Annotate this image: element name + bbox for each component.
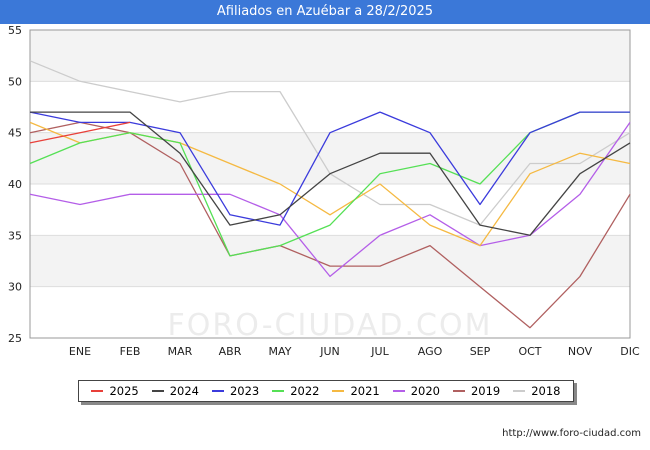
- legend-item-2018: 2018: [513, 384, 561, 398]
- x-tick-label: FEB: [120, 345, 141, 358]
- series-line-2025: [29, 121, 131, 144]
- x-tick-label: NOV: [568, 345, 593, 358]
- y-tick-label: 55: [8, 24, 22, 37]
- legend-item-2020: 2020: [392, 384, 441, 398]
- legend-swatch: [392, 390, 405, 392]
- legend-label: 2021: [350, 384, 380, 398]
- x-tick-label: AGO: [418, 345, 443, 358]
- plot-band: [30, 235, 630, 287]
- legend-swatch: [272, 390, 285, 392]
- legend-swatch: [91, 390, 104, 392]
- legend-swatch: [151, 390, 164, 392]
- legend-label: 2023: [229, 384, 260, 398]
- legend-item-2019: 2019: [452, 384, 501, 398]
- legend-swatch: [513, 390, 526, 392]
- line-chart: 25 30 35 40 45 50 55 FORO-CIUDAD.COM ENE FEB MAR AB…: [8, 24, 640, 358]
- x-tick-label: SEP: [470, 345, 491, 358]
- chart-title: Afiliados en Azuébar a 28/2/2025: [0, 0, 650, 24]
- x-tick-label: OCT: [518, 345, 541, 358]
- legend-item-2023: 2023: [211, 384, 260, 398]
- y-tick-label: 40: [8, 178, 22, 191]
- x-tick-label: MAR: [168, 345, 193, 358]
- y-tick-label: 30: [8, 281, 22, 294]
- y-tick-label: 25: [8, 332, 22, 345]
- legend-swatch: [452, 390, 465, 392]
- y-tick-label: 50: [8, 75, 22, 88]
- plot-band: [30, 30, 630, 82]
- plot-band: [30, 132, 630, 184]
- legend-label: 2022: [290, 384, 320, 398]
- x-tick-label: DIC: [620, 345, 640, 358]
- legend-item-2021: 2021: [332, 384, 380, 398]
- x-tick-label: MAY: [269, 345, 292, 358]
- source-url[interactable]: http://www.foro-ciudad.com: [502, 428, 641, 439]
- legend-item-2024: 2024: [151, 384, 200, 398]
- chart-legend: 2025 2024 2023 2022 2021 2020 2019 2018: [78, 380, 574, 402]
- series-line-2024: [30, 111, 631, 236]
- x-tick-label: JUN: [319, 345, 340, 358]
- legend-item-2025: 2025: [91, 384, 139, 398]
- legend-label: 2025: [109, 384, 139, 398]
- watermark: FORO-CIUDAD.COM: [168, 308, 493, 343]
- legend-swatch: [332, 390, 345, 392]
- x-tick-label: ENE: [69, 345, 91, 358]
- legend-label: 2024: [169, 384, 200, 398]
- legend-item-2022: 2022: [272, 384, 320, 398]
- y-tick-label: 35: [8, 229, 22, 242]
- x-tick-label: JUL: [370, 345, 389, 358]
- legend-label: 2018: [531, 384, 561, 398]
- plot-frame: [29, 29, 631, 339]
- legend-label: 2020: [410, 384, 441, 398]
- x-tick-label: ABR: [219, 345, 242, 358]
- legend-swatch: [211, 390, 224, 392]
- y-tick-label: 45: [8, 127, 22, 140]
- legend-label: 2019: [470, 384, 501, 398]
